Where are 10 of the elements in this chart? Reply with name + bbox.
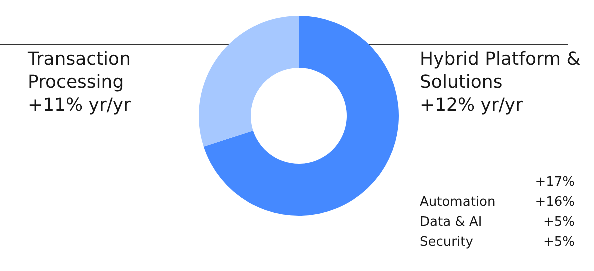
- text: Automation +16%: [420, 195, 575, 210]
- text: +17%: [535, 175, 575, 190]
- slice-label: Transaction Processing: [28, 48, 132, 94]
- donut-slice: [204, 16, 399, 216]
- text: Security +5%: [420, 235, 575, 250]
- slice-label: Hybrid Platform & Solutions: [420, 48, 582, 94]
- text: +11% yr/yr: [28, 94, 132, 117]
- text: +12% yr/yr: [420, 94, 524, 117]
- donut-slice: [199, 16, 299, 147]
- text: Data & AI +5%: [420, 215, 575, 230]
